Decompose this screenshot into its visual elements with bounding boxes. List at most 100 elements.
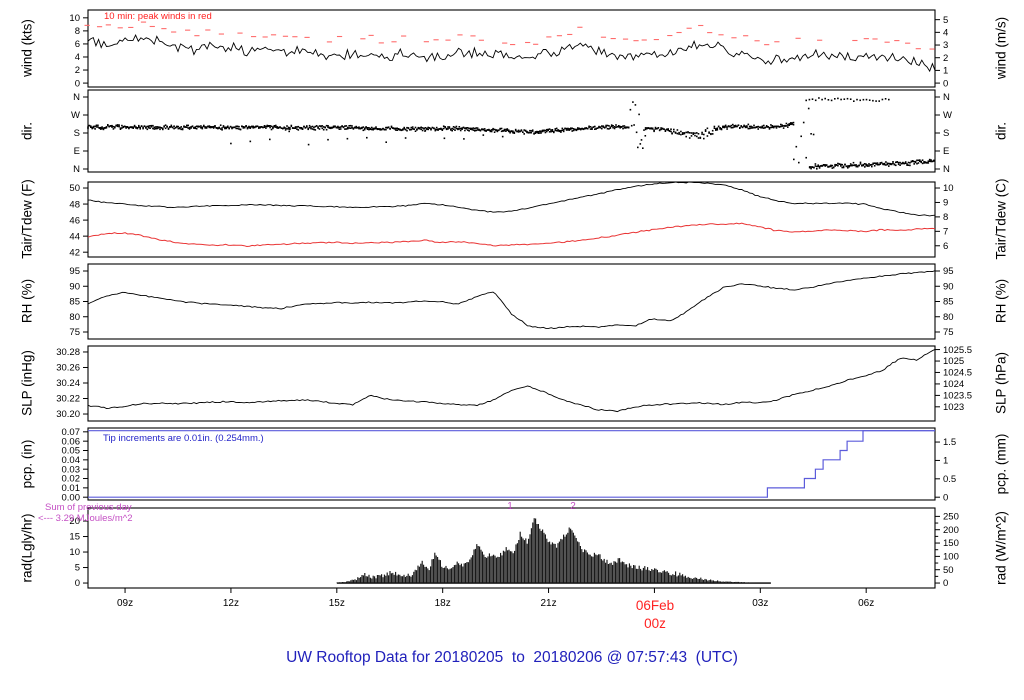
dir-dot: [231, 127, 233, 130]
dir-dot: [853, 100, 855, 102]
panel-tair-tdew: 42 44 46 48 50 6 7 8 9 10: [69, 181, 954, 258]
dir-dot: [332, 126, 335, 129]
dir-dot: [385, 128, 387, 131]
dir-dot: [145, 126, 147, 128]
dir-dot: [509, 130, 511, 133]
dir-dot: [366, 127, 369, 129]
xtick-label: 15z: [329, 598, 345, 609]
dir-dot: [469, 127, 472, 130]
dir-dot: [933, 159, 935, 162]
dir-dot: [676, 132, 679, 135]
dir-dot: [743, 125, 745, 127]
dir-dot: [654, 126, 657, 129]
dir-dot: [351, 127, 353, 129]
dir-dot: [885, 161, 887, 163]
dir-dot: [157, 126, 160, 128]
dir-dot: [506, 128, 509, 130]
dir-dot: [397, 128, 400, 131]
dir-dot: [219, 128, 222, 130]
dir-dot: [546, 130, 548, 133]
dir-dot: [841, 166, 843, 169]
ytick-label-left: 30.24: [56, 378, 80, 389]
dir-dot: [527, 132, 530, 134]
dir-dot: [337, 125, 339, 128]
dir-dot: [639, 143, 642, 145]
dir-dot: [459, 127, 462, 130]
dir-dot: [118, 124, 120, 126]
dir-dot: [163, 125, 165, 128]
dir-dot: [622, 125, 624, 127]
dir-dot: [824, 164, 826, 166]
dir-dot: [678, 131, 680, 134]
dir-dot: [215, 127, 218, 129]
dir-dot: [322, 128, 325, 131]
dir-dot: [118, 125, 120, 128]
dir-dot: [843, 98, 846, 100]
ytick-label-right: 10: [943, 183, 954, 194]
dir-dot: [317, 126, 319, 128]
dir-dot: [424, 130, 426, 132]
dir-dot: [221, 129, 223, 131]
dir-dot: [817, 164, 819, 166]
dir-dot: [931, 160, 934, 163]
dir-dot: [495, 129, 497, 131]
dir-dot: [876, 163, 879, 166]
dir-dot: [529, 129, 531, 132]
dir-dot: [307, 127, 309, 130]
dir-dot: [835, 164, 838, 166]
dir-dot: [834, 165, 836, 167]
dir-dot: [87, 126, 89, 128]
dir-dot: [236, 125, 239, 128]
dir-dot: [204, 126, 206, 128]
dir-dot: [841, 163, 843, 166]
ytick-label-left: 85: [69, 297, 80, 308]
dir-dot: [324, 126, 326, 129]
dir-dot: [396, 127, 398, 130]
ytick-label-left: 30.26: [56, 363, 80, 374]
dir-dot: [365, 127, 367, 129]
dir-dot: [221, 127, 223, 129]
dir-dot: [616, 126, 619, 128]
dir-dot: [673, 130, 675, 133]
dir-dot: [780, 123, 782, 126]
dir-dot: [683, 132, 686, 134]
dir-dot: [831, 164, 834, 167]
ytick-label-right: 1024.5: [943, 368, 972, 379]
ytick-label-right: 85: [943, 297, 954, 308]
ytick-label-left: 90: [69, 281, 80, 292]
dir-dot: [115, 124, 117, 127]
dir-dot: [423, 127, 425, 130]
dir-dot: [847, 167, 849, 169]
dir-dot: [892, 162, 894, 165]
dir-dot: [218, 127, 221, 129]
dir-dot: [475, 127, 477, 129]
dir-dot: [243, 126, 246, 128]
dir-dot: [119, 127, 122, 129]
dir-dot: [747, 123, 750, 126]
dir-dot: [344, 128, 346, 130]
dir-dot: [265, 127, 267, 129]
dir-dot: [239, 128, 242, 131]
dir-dot: [723, 125, 726, 128]
dir-dot: [119, 128, 122, 130]
dir-dot: [906, 163, 908, 165]
dir-dot: [327, 138, 329, 141]
dir-dot: [370, 126, 373, 129]
dir-dot: [644, 128, 647, 131]
dir-dot: [437, 129, 439, 131]
dir-dot: [129, 126, 132, 129]
dir-dot: [832, 166, 835, 169]
dir-dot: [510, 130, 513, 132]
ytick-label-left: 44: [69, 231, 80, 242]
dir-dot: [101, 126, 103, 128]
dir-dot: [810, 133, 812, 135]
dir-dot: [131, 126, 133, 128]
dir-dot: [619, 125, 621, 128]
dir-dot: [763, 127, 765, 129]
dir-dot: [557, 130, 559, 132]
dir-dot: [726, 126, 728, 128]
dir-dot: [536, 131, 538, 134]
dir-dot: [589, 128, 592, 130]
dir-dot: [816, 168, 818, 170]
